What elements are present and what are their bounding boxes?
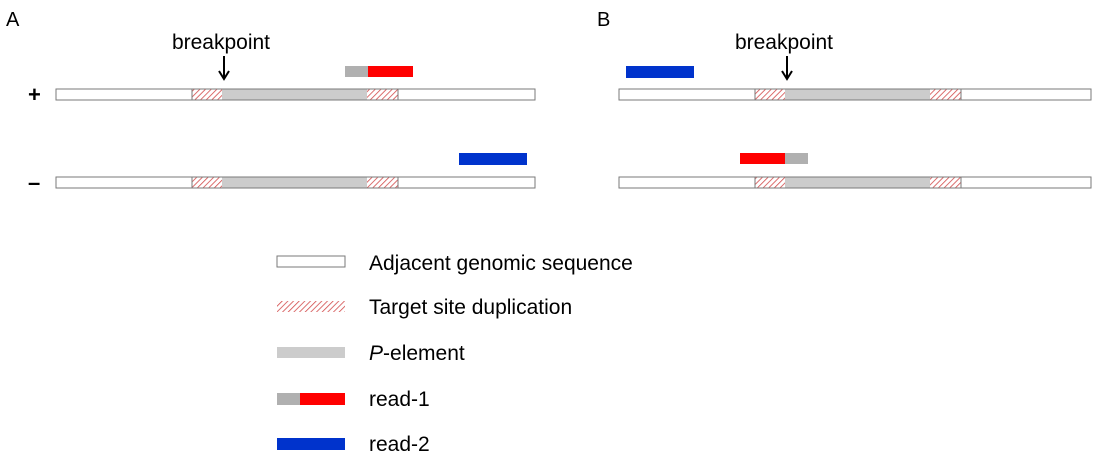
tsd-left [755, 89, 785, 100]
legend-item-p-element: P-element [277, 342, 465, 365]
legend-swatch-adjacent [276, 255, 346, 268]
panel-b-label: B [597, 9, 610, 31]
legend-label-p-italic: P [369, 342, 383, 365]
legend-label-tsd: Target site duplication [369, 296, 572, 319]
read-1-grey-part [345, 66, 368, 77]
panel-a-breakpoint-label: breakpoint [172, 31, 270, 54]
legend-item-read-1: read-1 [277, 388, 430, 411]
panel-a-plus-strand [55, 88, 536, 101]
legend-item-tsd: Target site duplication [277, 296, 572, 319]
legend-swatch-read-1-red [300, 393, 345, 405]
read-1-red-part [368, 66, 413, 77]
tsd-right [367, 89, 398, 100]
tsd-right [930, 89, 961, 100]
legend: Adjacent genomic sequence Target site du… [276, 252, 633, 456]
legend-swatch-tsd [277, 301, 345, 312]
p-element [222, 177, 367, 188]
read-1-red-part [740, 153, 785, 164]
panel-a-label: A [6, 9, 20, 31]
panel-b-breakpoint-arrow [781, 56, 793, 81]
tsd-left [755, 177, 785, 188]
panel-a-breakpoint-arrow [218, 56, 230, 81]
legend-item-adjacent: Adjacent genomic sequence [276, 252, 633, 275]
panel-a-read-2 [459, 153, 527, 165]
panel-a-plus-sign: + [28, 82, 41, 107]
panel-a-minus-sign: – [28, 170, 40, 195]
panel-b: B breakpoint [597, 9, 1092, 189]
legend-swatch-read-2 [277, 438, 345, 450]
read-1-grey-part [785, 153, 808, 164]
p-element [222, 89, 367, 100]
panel-b-read-1 [740, 153, 808, 164]
tsd-right [367, 177, 398, 188]
legend-item-read-2: read-2 [277, 433, 430, 456]
legend-label-read-2: read-2 [369, 433, 430, 456]
panel-b-breakpoint-label: breakpoint [735, 31, 833, 54]
panel-a-minus-strand [55, 176, 536, 189]
p-element [785, 89, 930, 100]
legend-label-p-element: P-element [369, 342, 465, 365]
p-element [785, 177, 930, 188]
legend-label-p-rest: -element [383, 342, 465, 365]
tsd-left [192, 177, 222, 188]
legend-label-read-1: read-1 [369, 388, 430, 411]
panel-a-read-1 [345, 66, 413, 77]
tsd-right [930, 177, 961, 188]
legend-label-adjacent: Adjacent genomic sequence [369, 252, 633, 275]
legend-swatch-read-1-grey [277, 393, 300, 405]
legend-swatch-p-element [277, 347, 345, 358]
panel-b-bottom-strand [618, 176, 1092, 189]
panel-b-read-2 [626, 66, 694, 78]
tsd-left [192, 89, 222, 100]
panel-b-top-strand [618, 88, 1092, 101]
panel-a: A breakpoint + – [6, 9, 536, 195]
